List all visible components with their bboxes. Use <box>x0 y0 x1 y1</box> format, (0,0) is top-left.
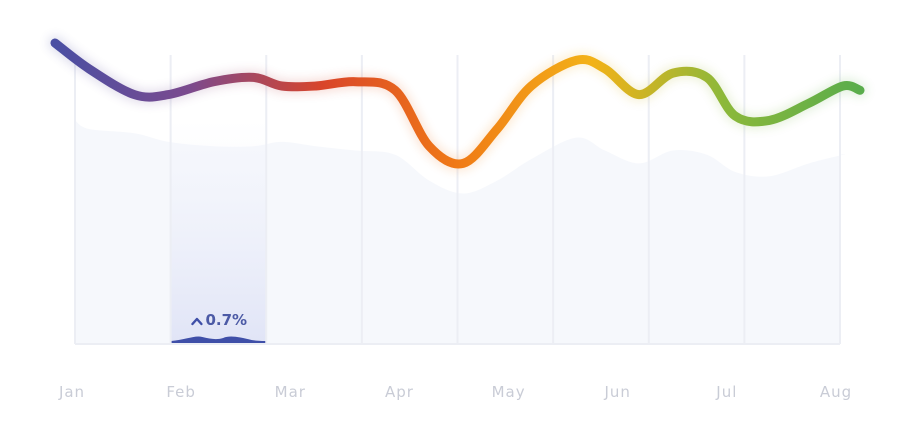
data-point[interactable] <box>51 39 60 48</box>
data-point[interactable] <box>805 99 814 108</box>
data-point[interactable] <box>839 82 848 91</box>
data-point[interactable] <box>311 82 320 91</box>
x-tick-label: May <box>492 383 526 401</box>
data-point[interactable] <box>600 64 609 73</box>
change-label: 0.7% <box>205 311 247 329</box>
data-point[interactable] <box>277 82 286 91</box>
data-point[interactable] <box>634 90 643 99</box>
data-point[interactable] <box>527 82 536 91</box>
x-tick-label: Jul <box>715 383 737 401</box>
data-point[interactable] <box>425 142 434 151</box>
data-point[interactable] <box>249 73 258 82</box>
x-tick-label: Feb <box>166 383 196 401</box>
highlight-band[interactable] <box>171 120 266 344</box>
data-point[interactable] <box>668 69 677 78</box>
data-point[interactable] <box>459 159 468 168</box>
data-point[interactable] <box>164 90 173 99</box>
chevron-up-icon <box>191 317 203 326</box>
data-point[interactable] <box>85 64 94 73</box>
data-point[interactable] <box>391 86 400 95</box>
x-tick-label: Jan <box>58 383 85 401</box>
data-point[interactable] <box>856 86 865 95</box>
data-point[interactable] <box>209 77 218 86</box>
highlight-wave <box>171 336 266 344</box>
x-tick-label: Apr <box>385 383 414 401</box>
data-point[interactable] <box>572 56 581 65</box>
series-line <box>50 38 865 169</box>
x-tick-label: Aug <box>820 383 852 401</box>
data-point[interactable] <box>702 73 711 82</box>
x-tick-label: Mar <box>275 383 306 401</box>
data-point[interactable] <box>351 77 360 86</box>
data-point[interactable] <box>731 112 740 121</box>
data-point[interactable] <box>130 90 139 99</box>
data-point[interactable] <box>765 116 774 125</box>
data-point[interactable] <box>493 125 502 134</box>
x-tick-label: Jun <box>603 383 630 401</box>
background-area <box>75 120 845 345</box>
